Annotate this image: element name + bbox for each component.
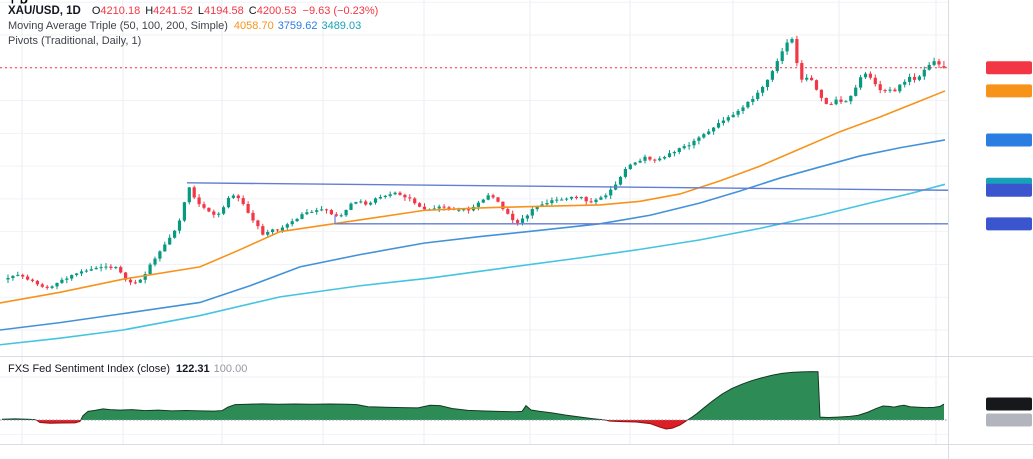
price-badge xyxy=(986,61,1032,75)
svg-text:3800.00: 3800.00 xyxy=(0,0,58,4)
svg-text:4600.00: 4600.00 xyxy=(0,0,58,4)
price-badge xyxy=(986,217,1032,231)
svg-text:100.00: 100.00 xyxy=(0,0,49,4)
sentiment-negative-fill xyxy=(2,420,944,429)
candlestick-series[interactable] xyxy=(6,35,946,290)
svg-text:Dec: Dec xyxy=(0,0,28,4)
svg-text:Mar: Mar xyxy=(0,0,28,4)
svg-text:Jul: Jul xyxy=(0,0,20,4)
pivot-lines xyxy=(186,182,949,225)
svg-text:Apr: Apr xyxy=(0,0,26,4)
svg-text:4058.70: 4058.70 xyxy=(0,0,58,4)
price-badge xyxy=(986,133,1032,147)
svg-text:Jun: Jun xyxy=(0,0,26,4)
svg-text:May: May xyxy=(0,0,30,4)
svg-text:122.31: 122.31 xyxy=(0,0,49,4)
svg-text:Sep: Sep xyxy=(0,0,29,4)
price-axis[interactable]: 4600.004400.004200.004000.003800.003600.… xyxy=(0,0,1032,427)
svg-text:3600.00: 3600.00 xyxy=(0,0,58,4)
ma50-line xyxy=(0,90,946,304)
ma-lines xyxy=(0,90,946,346)
svg-text:4200.00: 4200.00 xyxy=(0,0,58,4)
svg-text:3200.00: 3200.00 xyxy=(0,0,58,4)
svg-text:3247.83: 3247.83 xyxy=(0,0,58,4)
svg-text:4200.53: 4200.53 xyxy=(0,0,58,4)
svg-text:4400.00: 4400.00 xyxy=(0,0,58,4)
price-badge xyxy=(986,397,1032,411)
svg-text:3000.00: 3000.00 xyxy=(0,0,58,4)
svg-text:2800.00: 2800.00 xyxy=(0,0,58,4)
svg-text:3759.62: 3759.62 xyxy=(0,0,58,4)
svg-text:Aug: Aug xyxy=(0,0,28,4)
ma100-line xyxy=(0,139,946,331)
svg-text:80.00: 80.00 xyxy=(0,0,40,4)
svg-text:3452.72: 3452.72 xyxy=(0,0,58,4)
svg-text:3489.03: 3489.03 xyxy=(0,0,58,4)
time-axis[interactable]: MarAprMayJunJulAugSepOctNovDec xyxy=(0,0,30,4)
svg-text:3400.00: 3400.00 xyxy=(0,0,58,4)
sentiment-area xyxy=(0,371,948,430)
ma200-line xyxy=(0,183,946,346)
svg-text:160.00: 160.00 xyxy=(0,0,49,4)
svg-text:2600.00: 2600.00 xyxy=(0,0,58,4)
svg-text:4000.00: 4000.00 xyxy=(0,0,58,4)
sentiment-positive-fill xyxy=(2,371,944,420)
price-badge xyxy=(986,84,1032,98)
svg-text:Oct: Oct xyxy=(0,0,25,4)
svg-text:Nov: Nov xyxy=(0,0,28,4)
price-badge xyxy=(986,183,1032,197)
price-badge xyxy=(986,413,1032,427)
